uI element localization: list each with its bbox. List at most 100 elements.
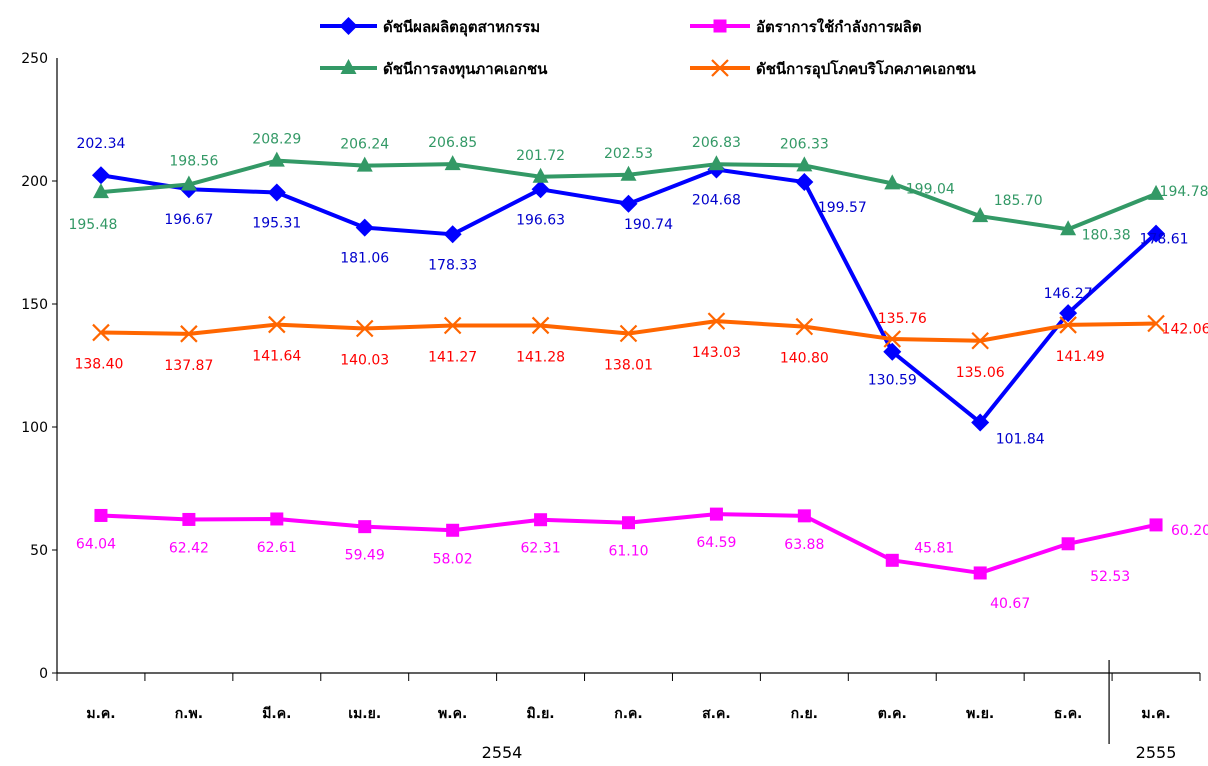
data-point-private-consumption: [883, 330, 902, 348]
data-point-private-investment: [884, 174, 901, 190]
data-label-industrial-production: 190.74: [624, 217, 673, 233]
data-label-capacity-utilization: 62.42: [169, 540, 209, 556]
data-label-industrial-production: 146.27: [1044, 286, 1093, 302]
data-label-private-investment: 206.24: [340, 137, 389, 153]
y-tick-label: 150: [21, 297, 48, 313]
data-point-industrial-production: [1147, 224, 1166, 243]
legend-marker-capacity-utilization: [713, 19, 727, 33]
data-point-industrial-production: [443, 225, 462, 244]
year-label: 2555: [1136, 743, 1177, 762]
data-point-private-investment: [796, 156, 813, 172]
data-label-private-investment: 180.38: [1082, 227, 1131, 243]
data-point-capacity-utilization: [358, 520, 372, 534]
y-tick-label-top: 250: [21, 51, 48, 67]
data-label-private-consumption: 141.28: [516, 349, 565, 365]
data-label-private-investment: 202.53: [604, 146, 653, 162]
data-label-capacity-utilization: 62.61: [257, 540, 297, 556]
data-label-private-consumption: 143.03: [692, 345, 741, 361]
data-point-capacity-utilization: [885, 553, 899, 567]
x-tick-label: ก.พ.: [175, 706, 203, 722]
data-label-industrial-production: 202.34: [76, 136, 125, 152]
data-point-industrial-production: [355, 218, 374, 237]
data-point-private-consumption: [971, 331, 989, 350]
data-point-private-consumption: [619, 324, 638, 343]
y-tick-label: 100: [21, 420, 48, 436]
data-point-industrial-production: [883, 342, 902, 361]
data-point-capacity-utilization: [94, 508, 108, 522]
data-label-capacity-utilization: 52.53: [1090, 569, 1130, 585]
x-tick-label: ธ.ค.: [1054, 706, 1083, 722]
data-label-capacity-utilization: 58.02: [433, 551, 473, 567]
data-label-industrial-production: 178.61: [1140, 232, 1189, 248]
data-point-private-investment: [708, 155, 725, 171]
data-point-private-investment: [532, 167, 549, 183]
data-label-capacity-utilization: 62.31: [521, 541, 561, 557]
data-label-industrial-production: 204.68: [692, 192, 741, 208]
data-point-private-consumption: [180, 325, 198, 343]
data-label-capacity-utilization: 60.20: [1171, 523, 1208, 539]
x-tick-label: ก.ย.: [791, 706, 818, 722]
data-label-private-investment: 199.04: [906, 181, 955, 197]
x-tick-label: พ.ย.: [966, 706, 994, 722]
data-point-private-investment: [620, 165, 637, 181]
legend-label-industrial-production: ดัชนีผลผลิตอุตสาหกรรม: [383, 18, 540, 37]
data-label-private-investment: 208.29: [252, 132, 301, 148]
data-label-private-investment: 206.85: [428, 135, 477, 151]
data-label-private-consumption: 135.06: [956, 365, 1005, 381]
data-point-private-consumption: [1147, 314, 1165, 333]
data-label-private-consumption: 140.03: [340, 353, 389, 369]
data-point-capacity-utilization: [973, 566, 987, 580]
data-point-capacity-utilization: [709, 507, 723, 521]
legend-marker-private-investment: [340, 59, 357, 74]
data-label-private-investment: 194.78: [1160, 184, 1208, 200]
data-label-private-consumption: 138.40: [74, 357, 123, 373]
y-tick-label: 0: [39, 666, 48, 682]
data-point-capacity-utilization: [446, 523, 460, 537]
data-point-private-consumption: [707, 312, 726, 330]
data-point-industrial-production: [1059, 304, 1078, 323]
data-label-industrial-production: 199.57: [818, 200, 867, 216]
data-label-private-investment: 195.48: [68, 217, 117, 233]
data-point-private-investment: [356, 156, 373, 172]
data-point-capacity-utilization: [534, 513, 548, 527]
data-point-capacity-utilization: [182, 512, 196, 526]
data-point-private-investment: [1060, 220, 1077, 236]
data-label-industrial-production: 101.84: [996, 431, 1045, 447]
data-point-private-consumption: [795, 317, 814, 336]
data-point-private-consumption: [268, 315, 286, 334]
data-point-private-investment: [180, 175, 197, 191]
data-point-industrial-production: [619, 194, 638, 213]
data-label-capacity-utilization: 61.10: [608, 544, 648, 560]
x-tick-label: พ.ค.: [438, 706, 467, 722]
legend-label-private-investment: ดัชนีการลงทุนภาคเอกชน: [383, 60, 548, 79]
legend-marker-industrial-production: [339, 17, 358, 35]
x-tick-label: ส.ค.: [702, 706, 731, 722]
data-point-private-consumption: [355, 319, 374, 338]
data-label-industrial-production: 181.06: [340, 251, 389, 267]
data-label-industrial-production: 195.31: [252, 216, 301, 232]
data-point-capacity-utilization: [622, 516, 635, 530]
data-point-private-consumption: [92, 323, 110, 342]
data-point-industrial-production: [795, 173, 814, 192]
data-label-private-consumption: 141.64: [252, 349, 301, 365]
x-tick-label: ก.ค.: [614, 706, 642, 722]
x-tick-label: เม.ย.: [348, 706, 381, 722]
data-point-capacity-utilization: [797, 509, 811, 523]
legend-marker-private-consumption: [711, 59, 729, 77]
data-label-capacity-utilization: 63.88: [784, 537, 824, 553]
data-label-capacity-utilization: 59.49: [345, 548, 385, 564]
data-point-industrial-production: [267, 183, 286, 202]
data-point-capacity-utilization: [270, 512, 284, 526]
data-label-private-consumption: 141.49: [1056, 349, 1105, 365]
data-label-industrial-production: 130.59: [868, 373, 917, 389]
data-label-industrial-production: 178.33: [428, 257, 477, 273]
data-point-capacity-utilization: [1061, 537, 1075, 551]
data-point-private-consumption: [531, 316, 550, 335]
data-point-private-investment: [1148, 184, 1165, 200]
data-label-capacity-utilization: 40.67: [990, 596, 1030, 612]
data-label-private-consumption: 138.01: [604, 357, 653, 373]
x-tick-label: มี.ค.: [262, 706, 291, 722]
data-label-capacity-utilization: 64.59: [696, 535, 736, 551]
data-label-private-consumption: 137.87: [164, 358, 213, 374]
